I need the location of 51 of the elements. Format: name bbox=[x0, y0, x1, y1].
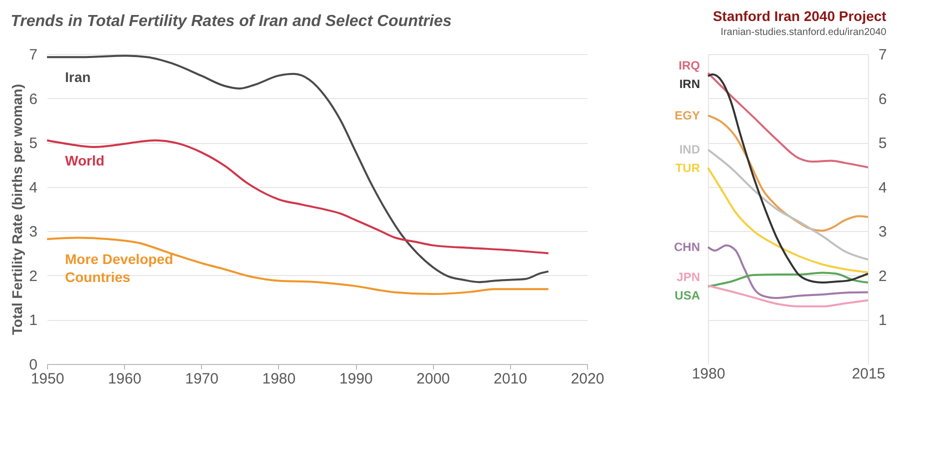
x-tick-label: 2010 bbox=[494, 370, 528, 388]
x-tick-label: 2020 bbox=[570, 370, 604, 388]
line-series bbox=[707, 244, 869, 300]
line-series bbox=[707, 114, 869, 232]
line-series bbox=[707, 284, 869, 308]
line-series bbox=[707, 72, 869, 168]
series-label: IND bbox=[679, 142, 700, 156]
chart-title: Trends in Total Fertility Rates of Iran and Select Countries bbox=[10, 13, 452, 30]
y-tick-label: 7 bbox=[29, 46, 38, 64]
y-tick-label: 2 bbox=[29, 268, 38, 285]
x-tick-label: 1960 bbox=[108, 370, 142, 388]
series-label: IRN bbox=[679, 76, 700, 91]
y-tick-label: 5 bbox=[29, 135, 38, 152]
y-tick-label: 6 bbox=[29, 90, 38, 108]
y-axis-title: Total Fertility Rate (births per woman) bbox=[9, 84, 26, 335]
text: Stanford Iran 2040 Project bbox=[712, 8, 887, 24]
series-label: JPN bbox=[676, 270, 700, 284]
y2-tick-label: 5 bbox=[878, 135, 887, 152]
series-label: EGY bbox=[674, 108, 700, 123]
x-tick-label: 2000 bbox=[416, 370, 450, 388]
y2-tick-label: 6 bbox=[878, 90, 887, 108]
y-tick-label: 4 bbox=[29, 179, 38, 196]
x-tick-label: 1980 bbox=[692, 366, 726, 382]
line-series bbox=[46, 236, 550, 296]
line-series bbox=[707, 272, 869, 288]
line-series bbox=[707, 166, 869, 274]
series-label: USA bbox=[674, 288, 700, 302]
line-series bbox=[707, 73, 869, 284]
series-label: World bbox=[65, 152, 104, 168]
y2-tick-label: 1 bbox=[878, 312, 887, 330]
x-tick-label: 1950 bbox=[30, 370, 64, 388]
line-series bbox=[46, 54, 550, 284]
y2-tick-label: 4 bbox=[878, 179, 887, 196]
y-tick-label: 1 bbox=[29, 312, 38, 330]
y-tick-label: 3 bbox=[29, 224, 38, 241]
y-tick-label: 0 bbox=[29, 356, 38, 374]
y2-tick-label: 3 bbox=[878, 224, 887, 241]
x-tick-label: 1970 bbox=[185, 370, 218, 388]
x-tick-label: 1980 bbox=[262, 370, 296, 388]
line-series bbox=[46, 139, 550, 254]
series-label: More Developed Countries bbox=[65, 251, 174, 286]
series-label: CHN bbox=[674, 240, 700, 254]
line-series bbox=[707, 148, 869, 260]
text: Iranian-studies.stanford.edu/iran2040 bbox=[720, 27, 887, 38]
series-label: IRQ bbox=[678, 58, 700, 72]
series-label: Iran bbox=[65, 69, 91, 86]
x-tick-label: 1990 bbox=[339, 370, 373, 388]
y2-tick-label: 2 bbox=[878, 268, 887, 285]
series-label: TUR bbox=[675, 161, 700, 176]
x-tick-label: 2015 bbox=[852, 366, 886, 382]
y2-tick-label: 7 bbox=[878, 46, 887, 64]
